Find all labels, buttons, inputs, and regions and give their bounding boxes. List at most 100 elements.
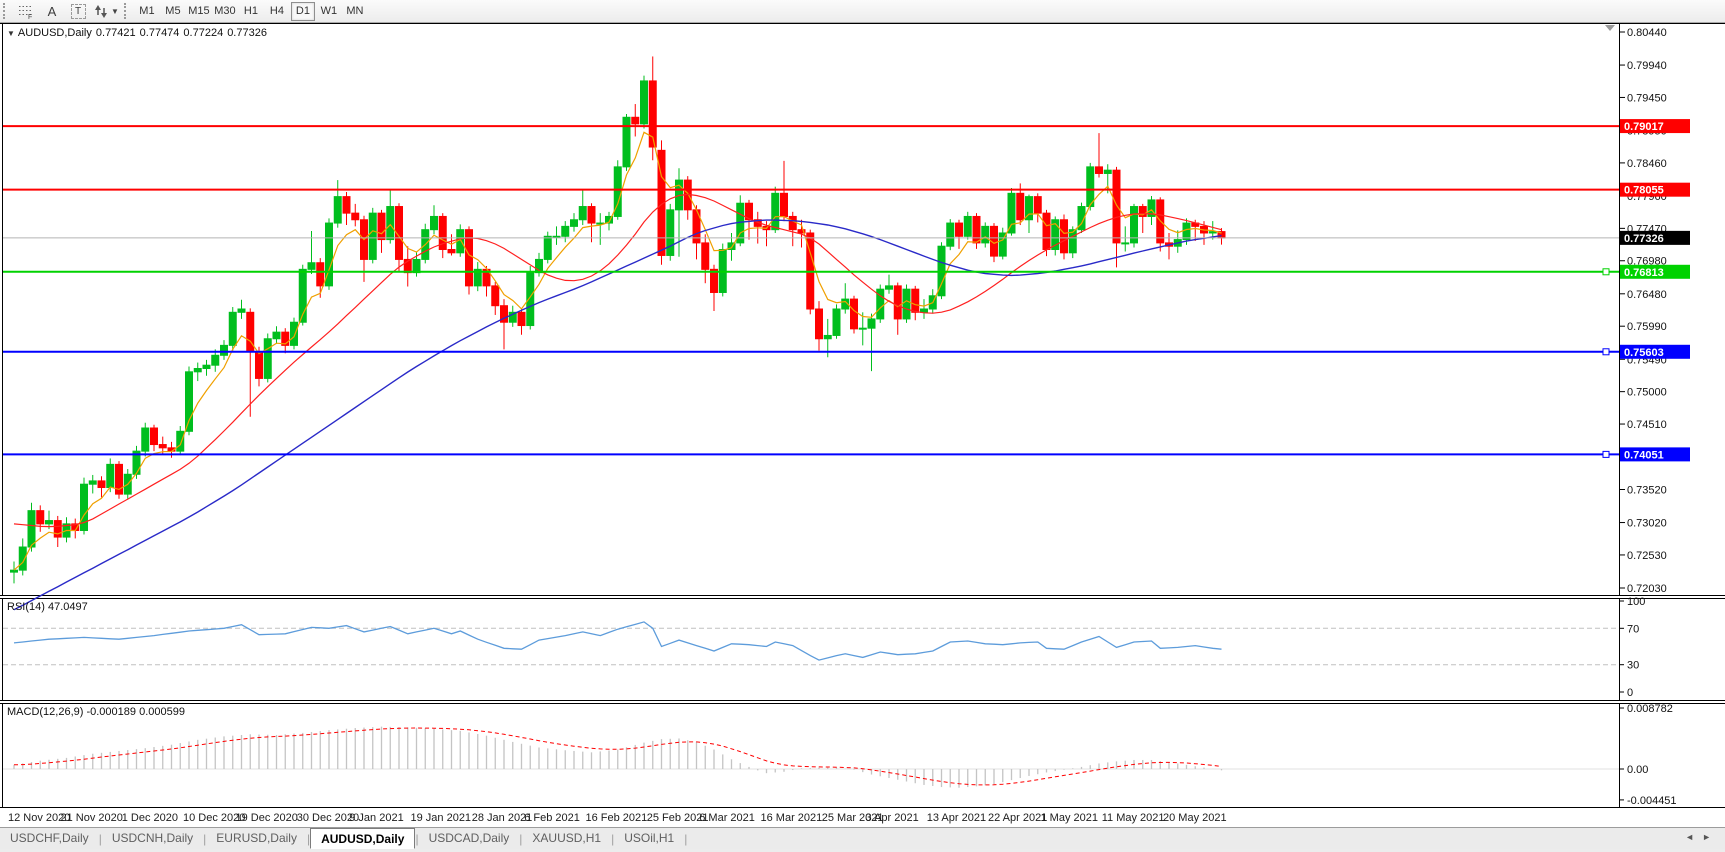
tab-scroll-left-icon[interactable]: ◄: [1685, 832, 1703, 842]
svg-text:F: F: [28, 14, 32, 19]
svg-text:0.77326: 0.77326: [1624, 233, 1664, 245]
toolbar: F A T ▼ M1 M5 M15 M30 H1 H4 D1 W1 MN: [0, 0, 1725, 23]
date-label: 13 Apr 2021: [926, 812, 987, 824]
date-label: 10 Dec 2020: [183, 812, 246, 824]
tab-scroll-arrows: ◄►: [1685, 832, 1719, 842]
timeframe-button-mn[interactable]: MN: [346, 5, 364, 17]
svg-text:0.74510: 0.74510: [1627, 419, 1667, 431]
date-label: 30 Dec 2020: [296, 812, 360, 824]
high-value: 0.77474: [139, 27, 180, 39]
tab-separator: |: [415, 832, 419, 846]
arrows-tool-button[interactable]: ▼: [93, 1, 119, 21]
date-label: 20 May 2021: [1163, 812, 1227, 824]
svg-text:0.75603: 0.75603: [1624, 347, 1664, 359]
chart-tab-usoil[interactable]: USOil,H1: [624, 831, 675, 845]
rsi-line: [13, 621, 1222, 661]
svg-text:100: 100: [1627, 596, 1645, 608]
chart-tab-usdcad[interactable]: USDCAD,Daily: [428, 831, 510, 845]
timeframe-button-m15[interactable]: M15: [188, 5, 210, 17]
timeframe-button-w1[interactable]: W1: [320, 5, 338, 17]
rsi-indicator-label: RSI(14) 47.0497: [7, 601, 88, 613]
date-label: 16 Mar 2021: [760, 812, 823, 824]
toolbar-grip-2[interactable]: [123, 3, 129, 19]
timeframe-button-m1[interactable]: M1: [139, 5, 155, 17]
svg-text:0: 0: [1627, 687, 1633, 699]
svg-text:0.72030: 0.72030: [1627, 583, 1667, 595]
chart-legend[interactable]: ▼ AUDUSD,Daily 0.77421 0.77474 0.77224 0.7732…: [7, 27, 271, 39]
chart-shift-marker-icon[interactable]: [1605, 25, 1615, 31]
svg-text:0.79017: 0.79017: [1624, 121, 1664, 133]
fibonacci-icon: F: [18, 5, 32, 19]
arrows-icon: [95, 4, 107, 18]
timeframe-button-h1[interactable]: H1: [243, 5, 258, 17]
svg-text:0.00: 0.00: [1627, 764, 1648, 776]
timeframe-button-d1[interactable]: D1: [290, 1, 315, 21]
date-label: 11 May 2021: [1101, 812, 1165, 824]
text-tool-button[interactable]: A: [41, 1, 63, 21]
date-label: 25 Feb 2021: [646, 812, 709, 824]
tab-separator: |: [519, 832, 523, 846]
low-value: 0.77224: [183, 27, 224, 39]
price-level-badge: [1620, 264, 1690, 279]
chart-tab-bar: USDCHF,Daily | USDCNH,Daily | EURUSD,Daily | A…: [0, 827, 1725, 849]
price-level-line[interactable]: [3, 268, 1619, 276]
chevron-down-icon: ▼: [111, 6, 119, 16]
svg-text:0.74051: 0.74051: [1624, 449, 1664, 461]
chart-tab-audusd[interactable]: AUDUSD,Daily: [310, 828, 416, 849]
date-label: 6 Mar 2021: [699, 812, 755, 824]
date-label: 6 Feb 2021: [524, 812, 580, 824]
symbol-period-label: AUDUSD,Daily: [17, 27, 92, 39]
date-axis[interactable]: 12 Nov 2020 21 Nov 2020 1 Dec 2020 10 Dec 2…: [0, 811, 1725, 827]
date-label: 28 Jan 2021: [471, 812, 533, 824]
macd-indicator-label: MACD(12,26,9) -0.000189 0.000599: [7, 706, 185, 718]
date-label: 19 Dec 2020: [235, 812, 298, 824]
chart-tab-usdcnh[interactable]: USDCNH,Daily: [111, 831, 194, 845]
status-bar: [0, 849, 1725, 852]
chart-tab-usdchf[interactable]: USDCHF,Daily: [10, 831, 89, 845]
date-label: 3 Apr 2021: [865, 812, 919, 824]
date-label: 1 May 2021: [1040, 812, 1098, 824]
timeframe-button-m30[interactable]: M30: [214, 5, 236, 17]
timeframe-button-m5[interactable]: M5: [165, 5, 181, 17]
svg-text:70: 70: [1627, 623, 1639, 635]
chevron-down-icon: ▼: [7, 29, 15, 38]
price-level-line[interactable]: [3, 348, 1619, 356]
date-label: 19 Jan 2021: [410, 812, 472, 824]
tab-scroll-right-icon[interactable]: ►: [1702, 832, 1719, 842]
date-label: 22 Apr 2021: [988, 812, 1048, 824]
price-level-line[interactable]: [3, 450, 1619, 458]
fibonacci-tool-button[interactable]: F: [15, 1, 37, 21]
svg-text:-0.004451: -0.004451: [1627, 795, 1677, 807]
chart-tab-eurusd[interactable]: EURUSD,Daily: [216, 831, 297, 845]
date-label: 16 Feb 2021: [585, 812, 648, 824]
open-value: 0.77421: [95, 27, 136, 39]
chart-tab-xauusd[interactable]: XAUUSD,H1: [532, 831, 602, 845]
current-price-badge: [1620, 230, 1690, 245]
chart-canvas[interactable]: 0.804400.799400.794500.789500.784600.779…: [0, 0, 1725, 811]
toolbar-grip[interactable]: [3, 3, 8, 19]
svg-text:0.76980: 0.76980: [1627, 256, 1667, 268]
timeframe-button-h4[interactable]: H4: [269, 5, 284, 17]
svg-text:0.78460: 0.78460: [1627, 158, 1667, 170]
svg-text:0.73020: 0.73020: [1627, 518, 1667, 530]
svg-text:0.73520: 0.73520: [1627, 484, 1667, 496]
tab-separator: |: [203, 832, 207, 846]
tab-separator: |: [611, 832, 615, 846]
svg-text:0.75990: 0.75990: [1627, 321, 1667, 333]
svg-text:0.76480: 0.76480: [1627, 289, 1667, 301]
date-label: 9 Jan 2021: [349, 812, 404, 824]
date-label: 1 Dec 2020: [121, 812, 179, 824]
svg-text:0.008782: 0.008782: [1627, 703, 1673, 715]
svg-text:30: 30: [1627, 660, 1639, 672]
price-level-badge: [1620, 447, 1690, 462]
svg-text:0.79940: 0.79940: [1627, 60, 1667, 72]
price-level-badge: [1620, 182, 1690, 197]
svg-text:0.79450: 0.79450: [1627, 92, 1667, 104]
date-label: 12 Nov 2020: [8, 812, 71, 824]
timeframe-bar: M1 M5 M15 M30 H1 H4 D1 W1 MN: [134, 1, 368, 21]
ma-mid-line: [13, 193, 1222, 528]
close-value: 0.77326: [227, 27, 267, 39]
text-label-tool-button[interactable]: T: [67, 1, 89, 21]
date-label: 25 Mar 2021: [821, 812, 884, 824]
